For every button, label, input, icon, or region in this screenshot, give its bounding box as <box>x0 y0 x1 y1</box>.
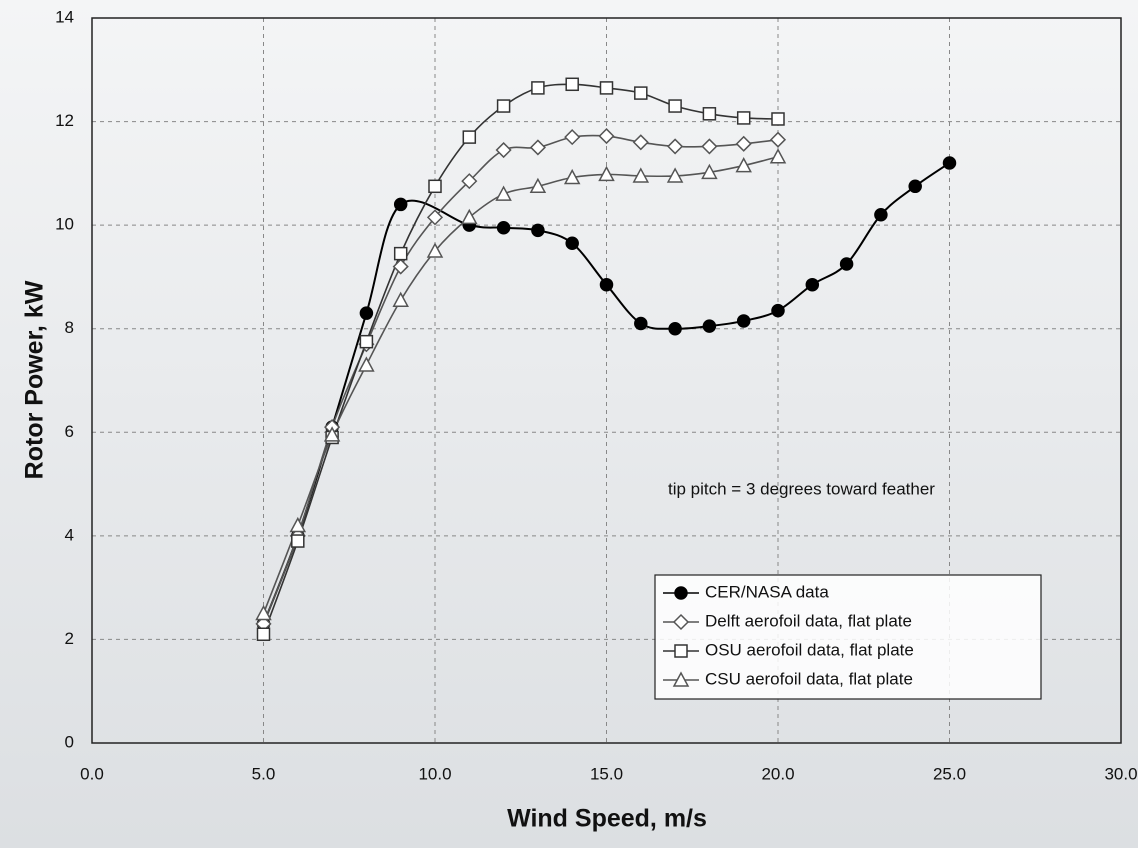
point <box>702 319 717 333</box>
point <box>736 111 751 125</box>
x-tick-label: 15.0 <box>590 764 623 783</box>
point <box>426 209 444 226</box>
point <box>323 426 341 442</box>
point <box>565 236 579 251</box>
point <box>771 112 785 126</box>
point <box>771 303 785 318</box>
point <box>667 138 684 155</box>
point <box>393 246 408 261</box>
point <box>495 141 512 159</box>
legend-label: CER/NASA data <box>705 582 829 601</box>
legend-marker <box>672 671 690 687</box>
point <box>496 220 511 235</box>
point <box>668 321 682 336</box>
point <box>529 139 546 156</box>
point <box>426 242 444 258</box>
x-tick-label: 0.0 <box>80 764 104 783</box>
point <box>462 130 477 144</box>
point <box>769 148 787 164</box>
point <box>255 604 272 621</box>
point <box>359 334 374 349</box>
point <box>531 223 545 238</box>
x-tick-label: 30.0 <box>1104 764 1137 783</box>
legend-box <box>654 574 1042 700</box>
point <box>874 208 888 222</box>
point <box>769 131 787 148</box>
point <box>563 168 581 185</box>
point <box>393 197 408 212</box>
point <box>735 157 752 173</box>
y-tick-label: 10 <box>55 215 74 234</box>
x-tick-label: 25.0 <box>933 764 966 783</box>
annotation: tip pitch = 3 degrees toward feather <box>668 479 935 498</box>
point <box>701 163 718 180</box>
point <box>291 534 305 548</box>
point <box>256 627 271 641</box>
x-tick-label: 5.0 <box>252 764 276 783</box>
point <box>736 314 751 328</box>
y-tick-label: 6 <box>65 422 74 441</box>
point <box>668 99 682 113</box>
point <box>495 185 512 201</box>
y-tick-label: 12 <box>55 111 74 130</box>
point <box>701 138 718 155</box>
y-tick-label: 14 <box>55 7 74 26</box>
y-tick-label: 4 <box>65 525 74 544</box>
point <box>632 134 649 151</box>
point <box>632 167 650 183</box>
point <box>531 81 545 95</box>
y-axis-title: Rotor Power, kW <box>21 280 49 479</box>
point <box>289 516 307 533</box>
point <box>392 291 409 307</box>
y-tick-label: 8 <box>65 318 74 337</box>
point <box>461 208 478 225</box>
point <box>599 277 614 292</box>
y-tick-label: 0 <box>65 732 74 751</box>
legend-label: CSU aerofoil data, flat plate <box>705 669 913 688</box>
point <box>529 177 547 194</box>
plot-frame <box>91 17 1122 744</box>
point <box>599 81 614 95</box>
point <box>805 277 820 292</box>
point <box>908 179 922 194</box>
point <box>564 129 581 146</box>
point <box>461 173 478 190</box>
point <box>839 257 854 271</box>
legend-label: OSU aerofoil data, flat plate <box>705 640 914 659</box>
point <box>359 306 374 320</box>
point <box>702 107 717 121</box>
point <box>496 99 511 113</box>
point <box>634 86 648 100</box>
point <box>634 316 648 331</box>
point <box>942 156 957 170</box>
x-tick-label: 20.0 <box>761 764 794 783</box>
legend-marker <box>674 644 688 658</box>
point <box>428 179 442 194</box>
point <box>735 135 752 152</box>
point <box>666 167 684 183</box>
point <box>392 258 409 275</box>
x-axis-title: Wind Speed, m/s <box>507 805 707 833</box>
legend-marker <box>672 613 690 631</box>
y-tick-label: 2 <box>65 629 74 648</box>
point <box>358 356 375 372</box>
point <box>565 77 579 92</box>
point <box>598 128 615 145</box>
x-tick-label: 10.0 <box>418 764 451 783</box>
point <box>598 165 615 182</box>
legend-marker <box>674 586 688 600</box>
legend-label: Delft aerofoil data, flat plate <box>705 611 912 630</box>
